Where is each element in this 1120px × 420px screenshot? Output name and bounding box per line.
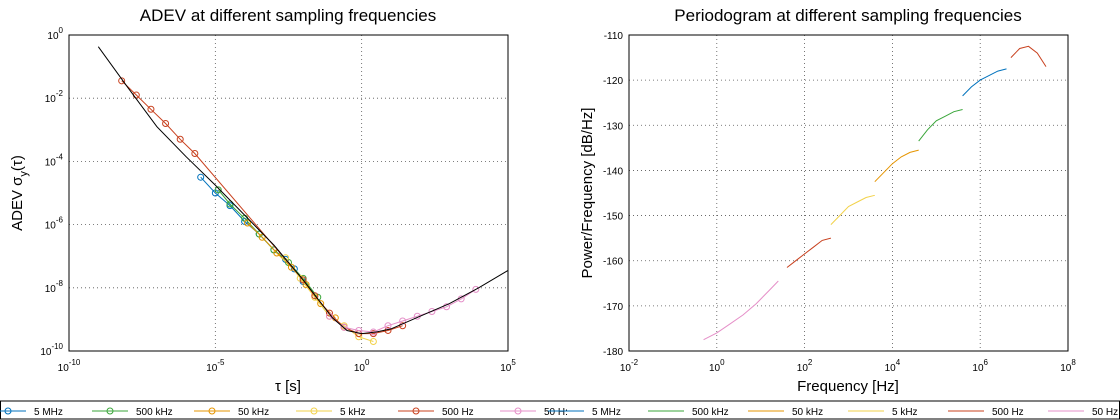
adev-ytick-label: 10-2 (45, 89, 64, 105)
adev-point (118, 77, 126, 85)
adev-point (428, 308, 436, 315)
periodogram-series-line (962, 68, 1007, 97)
periodogram-tick-labels: 10-2 100 102 104 106 108 -180 -170 -160 -150 -140 -… (603, 31, 1076, 374)
periodogram-chart: Periodogram at different sampling freque… (579, 6, 1076, 395)
adev-ylabel-sub: y (18, 171, 30, 177)
adev-xtick-label: 100 (354, 358, 370, 374)
legend-marker (4, 407, 12, 415)
legend-label: 500 kHz (692, 407, 729, 418)
adev-ylabel-tail: (τ) (9, 155, 26, 171)
adev-ytick-label: 100 (47, 26, 63, 42)
adev-point (282, 254, 290, 262)
adev-point (317, 300, 325, 308)
adev-point (325, 309, 333, 317)
legend-marker (208, 407, 216, 415)
adev-point (197, 173, 205, 181)
adev-point (369, 338, 377, 346)
adev-xtick-label: 105 (500, 358, 516, 374)
adev-ylabel-main: ADEV σ (9, 176, 26, 231)
adev-xtick-label: 10-5 (206, 358, 225, 374)
adev-chart: ADEV at different sampling frequencies 1… (9, 6, 516, 395)
legend-marker (106, 407, 114, 415)
adev-fit-line (97, 46, 509, 335)
legend-label: 5 kHz (892, 407, 918, 418)
periodogram-ytick-label: -160 (603, 257, 623, 268)
adev-ytick-label: 10-8 (45, 279, 64, 295)
legend-label: 5 kHz (340, 407, 366, 418)
legend-label: 500 Hz (992, 407, 1024, 418)
adev-point (176, 135, 184, 143)
legend-label: 50 Hz (1092, 407, 1118, 418)
adev-xtick-label: 10-10 (58, 358, 81, 374)
adev-point (244, 219, 252, 227)
periodogram-xtick-label: 100 (709, 358, 725, 374)
periodogram-xtick-label: 10-2 (620, 358, 639, 374)
adev-point (311, 292, 319, 300)
adev-title: ADEV at different sampling frequencies (140, 6, 436, 25)
adev-point (147, 105, 155, 113)
adev-plot-frame (68, 34, 509, 352)
adev-point (287, 263, 295, 271)
legend-label: 50 H: (544, 407, 568, 418)
periodogram-plot-frame (628, 34, 1069, 352)
periodogram-series-line (703, 280, 779, 341)
legend-label: 500 Hz (442, 407, 474, 418)
adev-point (214, 186, 222, 194)
legend-label: 5 MHz (592, 407, 621, 418)
adev-point (191, 150, 199, 157)
legend-label: 500 kHz (136, 407, 173, 418)
adev-series-line (121, 80, 403, 335)
periodogram-ytick-label: -130 (603, 121, 623, 132)
adev-point (299, 276, 307, 284)
adev-point (384, 322, 392, 330)
periodogram-xtick-label: 102 (797, 358, 813, 374)
periodogram-series-line (830, 194, 875, 225)
adev-point (472, 285, 480, 293)
periodogram-ytick-label: -150 (603, 212, 623, 223)
adev-point (340, 323, 348, 331)
periodogram-series-group (703, 45, 1047, 341)
periodogram-ytick-label: -110 (604, 31, 624, 42)
adev-series-line (247, 222, 336, 319)
periodogram-title: Periodogram at different sampling freque… (674, 6, 1021, 25)
periodogram-ytick-label: -170 (603, 302, 623, 313)
legend-marker (310, 407, 318, 415)
adev-point (258, 233, 266, 241)
periodogram-series-line (874, 149, 919, 183)
periodogram-xtick-label: 104 (885, 358, 901, 374)
adev-point (399, 322, 407, 330)
adev-point (226, 200, 234, 208)
adev-series-line (285, 257, 374, 342)
adev-ytick-label: 10-4 (45, 152, 64, 168)
adev-ytick-label: 10-6 (45, 216, 64, 232)
periodogram-ytick-label: -120 (603, 76, 623, 87)
adev-tick-labels: 10-10 10-5 100 105 10-10 10-8 10-6 10-4 10-2 100 (40, 26, 516, 374)
periodogram-series-line (918, 109, 963, 142)
periodogram-grid (629, 35, 1068, 351)
adev-point (162, 119, 170, 127)
adev-point (443, 303, 451, 311)
periodogram-series-line (1010, 45, 1047, 67)
periodogram-ylabel: Power/Frequency [dB/Hz] (579, 108, 596, 279)
legend-label: 50 kHz (792, 407, 823, 418)
legend-label: 5 MHz (34, 407, 63, 418)
adev-series-line (329, 288, 477, 333)
legend: 5 MHz 500 kHz 50 kHz 5 kHz 500 Hz 50 H: 5 MHz 5… (0, 400, 1120, 420)
periodogram-xtick-label: 106 (972, 358, 988, 374)
periodogram-xlabel: Frequency [Hz] (797, 378, 899, 395)
legend-marker (412, 407, 420, 415)
periodogram-xtick-label: 108 (1060, 358, 1076, 374)
adev-series-group (97, 46, 509, 346)
legend-marker (514, 407, 522, 415)
adev-grid (69, 35, 508, 351)
periodogram-series-line (786, 237, 832, 268)
adev-ytick-label: 10-10 (40, 342, 63, 358)
legend-label: 50 kHz (238, 407, 269, 418)
adev-ylabel: ADEV σy(τ) (9, 155, 30, 231)
periodogram-ytick-label: -180 (603, 347, 623, 358)
periodogram-ytick-label: -140 (603, 166, 623, 177)
adev-xlabel: τ [s] (275, 378, 301, 395)
